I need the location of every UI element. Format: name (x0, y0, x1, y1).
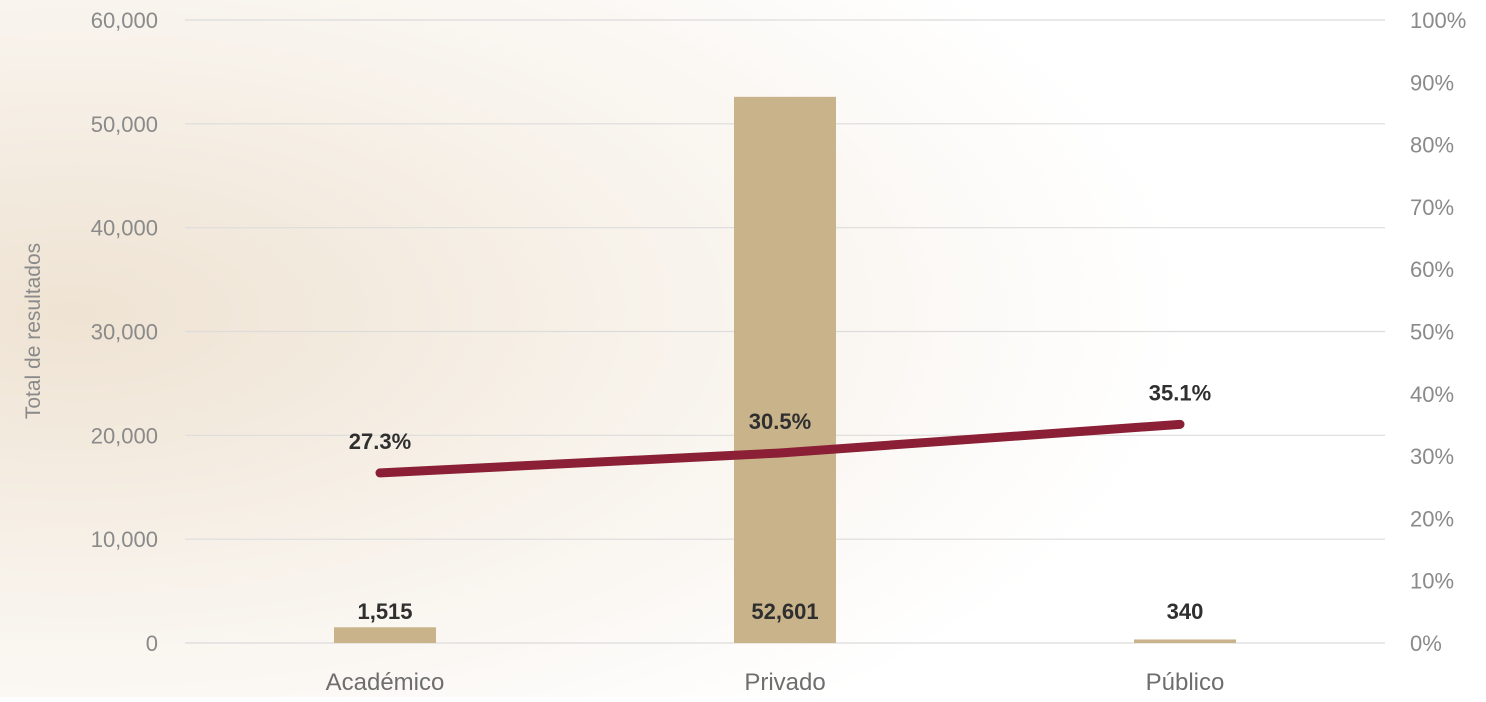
right-tick-label: 20% (1410, 506, 1454, 531)
right-tick-label: 30% (1410, 444, 1454, 469)
right-tick-label: 40% (1410, 382, 1454, 407)
line-value-label: 30.5% (749, 409, 811, 434)
right-tick-label: 0% (1410, 631, 1442, 656)
bar (1134, 639, 1236, 643)
x-axis-ticks: Académico Privado Público (326, 669, 1225, 696)
right-tick-label: 70% (1410, 195, 1454, 220)
bar-value-label: 52,601 (751, 599, 818, 624)
line-series (375, 419, 1185, 478)
data-labels: 1,515 52,601 340 27.3% 30.5% 35.1% (349, 380, 1211, 624)
right-tick-label: 60% (1410, 257, 1454, 282)
x-tick-label: Privado (744, 669, 825, 696)
left-axis-ticks: 0 10,000 20,000 30,000 40,000 50,000 60,000 (91, 8, 158, 656)
left-tick-label: 20,000 (91, 423, 158, 448)
left-tick-label: 30,000 (91, 320, 158, 345)
line-value-label: 27.3% (349, 429, 411, 454)
bar-value-label: 1,515 (357, 599, 412, 624)
left-tick-label: 60,000 (91, 8, 158, 33)
left-tick-label: 0 (146, 631, 158, 656)
y-axis-title: Total de resultados (22, 243, 45, 419)
left-tick-label: 50,000 (91, 112, 158, 137)
bar (334, 627, 436, 643)
x-tick-label: Público (1146, 669, 1225, 696)
line-path (375, 419, 1185, 478)
right-tick-label: 100% (1410, 8, 1466, 33)
bar-value-label: 340 (1167, 599, 1204, 624)
left-tick-label: 10,000 (91, 527, 158, 552)
right-tick-label: 90% (1410, 70, 1454, 95)
bar (734, 96, 836, 643)
left-tick-label: 40,000 (91, 216, 158, 241)
right-tick-label: 50% (1410, 320, 1454, 345)
bars (334, 96, 1236, 643)
line-value-label: 35.1% (1149, 380, 1211, 405)
right-tick-label: 10% (1410, 569, 1454, 594)
x-tick-label: Académico (326, 669, 445, 696)
right-axis-ticks: 0% 10% 20% 30% 40% 50% 60% 70% 80% 90% 100% (1410, 8, 1466, 656)
right-tick-label: 80% (1410, 133, 1454, 158)
